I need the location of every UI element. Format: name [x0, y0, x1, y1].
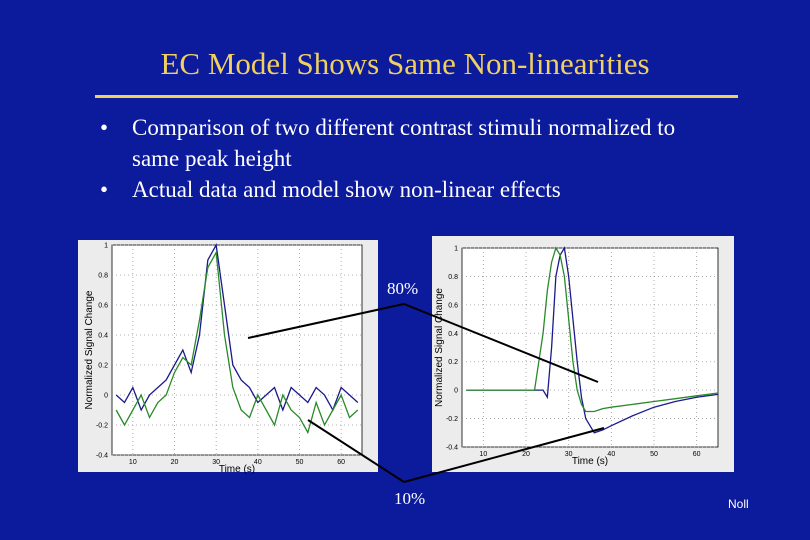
- chart: -0.4 -0.2 0 0.2 0.4 0.6 0.8 1 10 20 30 40 50 60 Time (…: [84, 242, 363, 475]
- chart: -0.4 -0.2 0 0.2 0.4 0.6 0.8 1 10 20 30 40 50 60 Time (…: [434, 246, 719, 467]
- y-tick-label: 0.6: [98, 303, 108, 310]
- y-tick-label: -0.2: [96, 423, 108, 430]
- y-tick-label: 1: [104, 243, 108, 250]
- callout: [247, 303, 405, 339]
- title: EC Model Shows Same Non-linearities: [160, 46, 650, 81]
- x-tick-label: 50: [296, 459, 304, 466]
- y-tick-label: 0.8: [448, 274, 458, 281]
- y-tick-label: 0.2: [448, 359, 458, 366]
- y-tick-label: 0.4: [98, 333, 108, 340]
- y-axis-label: Normalized Signal Change: [434, 288, 445, 407]
- x-tick-label: 40: [607, 451, 615, 458]
- y-tick-label: -0.4: [96, 453, 108, 460]
- label: 10%: [394, 489, 425, 508]
- bullet: Actual data and model show non-linear ef…: [100, 174, 700, 205]
- y-tick-label: 0.2: [98, 363, 108, 370]
- x-tick-label: 20: [522, 451, 530, 458]
- callout: [307, 419, 405, 483]
- plot-area: [461, 247, 719, 448]
- y-tick-label: 1: [454, 246, 458, 253]
- y-tick-label: 0: [104, 393, 108, 400]
- bullet: Comparison of two different contrast sti…: [100, 112, 700, 174]
- x-tick-label: 10: [129, 459, 137, 466]
- title-rule: [95, 95, 738, 98]
- y-tick-label: 0.4: [448, 331, 458, 338]
- y-tick-label: -0.4: [446, 445, 458, 452]
- x-axis-label: Time (s): [219, 464, 255, 475]
- series-line: [466, 246, 719, 413]
- x-tick-label: 50: [650, 451, 658, 458]
- x-axis-label: Time (s): [572, 456, 608, 467]
- callout: [403, 427, 605, 483]
- x-tick-label: 30: [212, 459, 220, 466]
- x-tick-label: 40: [254, 459, 262, 466]
- series-line: [115, 250, 359, 435]
- x-tick-label: 30: [565, 451, 573, 458]
- footer: Noll: [728, 497, 749, 511]
- y-tick-label: 0.6: [448, 302, 458, 309]
- label: 80%: [387, 279, 418, 298]
- y-tick-label: 0.8: [98, 273, 108, 280]
- x-tick-label: 20: [171, 459, 179, 466]
- callout: [403, 303, 599, 383]
- x-tick-label: 60: [337, 459, 345, 466]
- x-tick-label: 10: [479, 451, 487, 458]
- y-tick-label: -0.2: [446, 416, 458, 423]
- x-tick-label: 60: [693, 451, 701, 458]
- y-axis-label: Normalized Signal Change: [84, 290, 95, 409]
- y-tick-label: 0: [454, 388, 458, 395]
- plot-area: [111, 244, 363, 456]
- series-line: [115, 242, 359, 412]
- bullets: Comparison of two different contrast sti…: [100, 112, 700, 205]
